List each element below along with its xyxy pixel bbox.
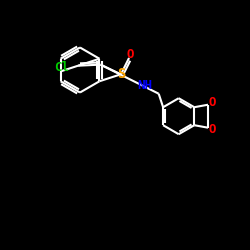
Text: S: S bbox=[117, 67, 125, 81]
Text: NH: NH bbox=[138, 79, 153, 92]
Text: Cl: Cl bbox=[54, 61, 69, 74]
Text: O: O bbox=[209, 96, 216, 109]
Text: O: O bbox=[126, 48, 134, 61]
Text: O: O bbox=[209, 123, 216, 136]
